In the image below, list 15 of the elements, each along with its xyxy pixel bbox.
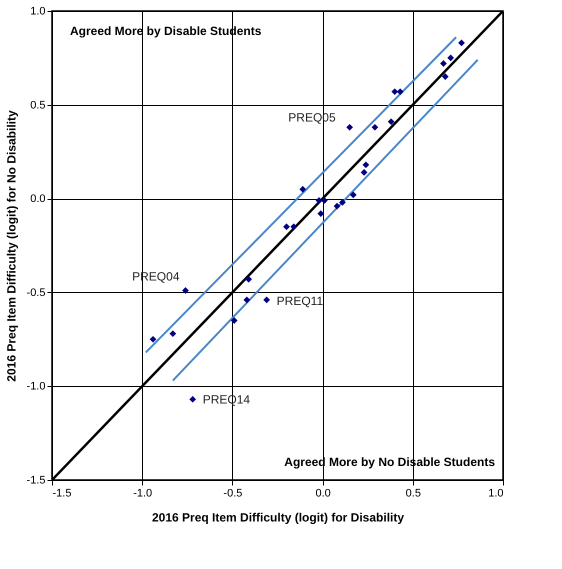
x-tick-label: 1.0 [488, 488, 504, 500]
x-tick-label: 0.0 [315, 488, 331, 500]
y-tick-label: 1.0 [30, 6, 46, 18]
y-tick-label: 0.5 [30, 99, 46, 112]
y-axis-title: 2016 Preq Item Difficulty (logit) for No Disability [4, 110, 19, 382]
y-tick-label: 0.0 [30, 193, 46, 206]
y-tick-label: -0.5 [26, 286, 46, 299]
annotation: PREQ11 [276, 294, 324, 308]
x-tick-label: 0.5 [406, 488, 421, 500]
x-tick-label: -1.5 [52, 488, 72, 500]
x-tick-label: -1.0 [133, 488, 152, 500]
x-tick-label: -0.5 [223, 488, 242, 500]
y-tick-label: -1.0 [26, 380, 46, 393]
y-tick-label: -1.5 [26, 474, 46, 486]
x-axis-title: 2016 Preq Item Difficulty (logit) for Disability [152, 510, 404, 524]
